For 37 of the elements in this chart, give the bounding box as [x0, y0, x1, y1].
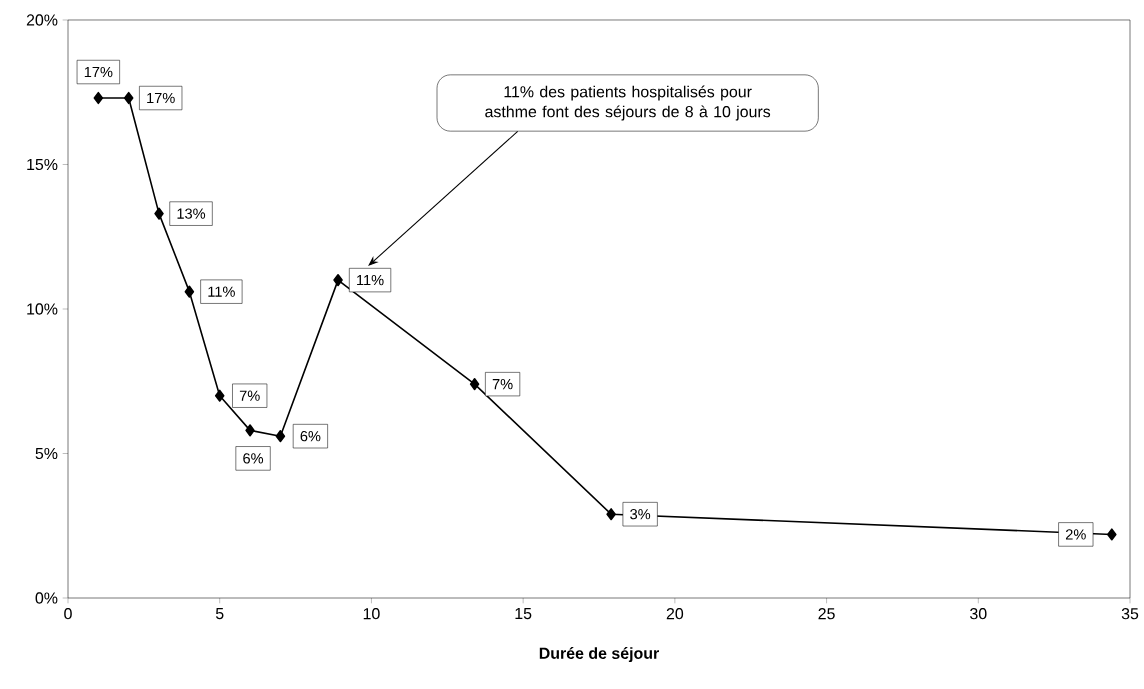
- y-tick-label: 0%: [35, 592, 58, 604]
- point: [333, 273, 343, 287]
- x-tick-label: 30: [970, 608, 987, 620]
- x-tick-label: 25: [818, 608, 835, 620]
- point: [184, 285, 195, 298]
- x-tick-label: 20: [666, 608, 684, 620]
- data-label: 13%: [177, 208, 206, 219]
- y-tick-label: 5%: [35, 447, 58, 460]
- annotation: 11% des patients hospitalisés pour asthme font des séjours de 8 à 10 jours: [485, 85, 771, 121]
- point: [1107, 528, 1117, 541]
- y-tick-label: 10%: [27, 303, 58, 315]
- x-tick-label: 15: [515, 608, 532, 620]
- x-tick-label: 10: [363, 608, 380, 620]
- x-tick-label: 0: [64, 608, 72, 620]
- data-label: 17%: [84, 66, 113, 78]
- data-label: 11%: [208, 286, 235, 297]
- x-tick-label: 35: [1121, 608, 1139, 620]
- point: [214, 389, 225, 402]
- point: [469, 378, 480, 391]
- y-tick-label: 15%: [27, 158, 58, 171]
- point: [123, 91, 134, 105]
- data-label: 7%: [239, 390, 260, 401]
- data-label: 6%: [300, 431, 321, 442]
- x-tick-label: 5: [215, 608, 224, 620]
- data-label: 7%: [492, 379, 513, 390]
- point: [93, 91, 104, 105]
- point: [606, 508, 616, 521]
- data-label: 11%: [357, 275, 384, 286]
- y-tick-label: 20%: [26, 14, 58, 26]
- point: [245, 424, 255, 437]
- data-label: 6%: [243, 453, 264, 464]
- data-label: 3%: [630, 509, 651, 520]
- data-label: 17%: [147, 92, 175, 104]
- point: [154, 207, 164, 220]
- data-label: 2%: [1065, 529, 1086, 540]
- point: [275, 430, 286, 443]
- x-axis-title: Durée de séjour: [539, 647, 659, 663]
